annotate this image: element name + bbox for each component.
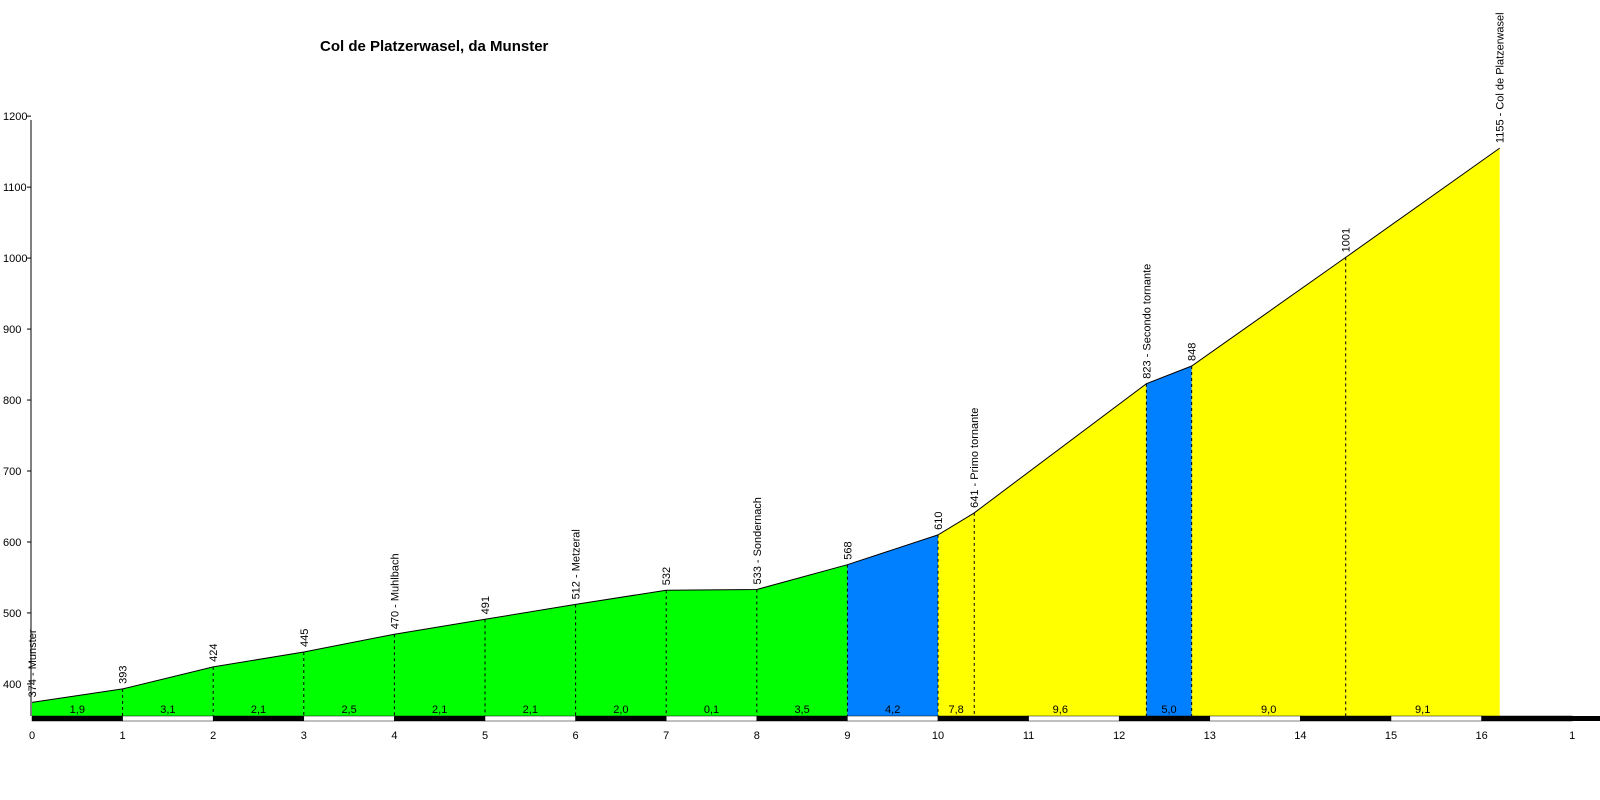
km-bar-6: [575, 715, 667, 722]
segment-fill-14: [1345, 148, 1500, 717]
segment-fill-0: [32, 688, 123, 716]
segment-fill-9: [847, 534, 938, 716]
km-bar-1: [122, 715, 214, 722]
point-label-3: 445: [299, 629, 311, 647]
point-label-2: 424: [208, 644, 220, 662]
point-label-4: 470 - Muhlbach: [389, 553, 401, 629]
point-label-15: 1155 - Col de Platzerwasel: [1495, 12, 1507, 143]
segment-fill-12: [1146, 366, 1192, 716]
point-label-11: 641 - Primo tornante: [969, 408, 981, 508]
km-bar-2: [212, 715, 305, 722]
x-tick-label: 8: [754, 730, 760, 742]
y-tick-label: 400: [3, 679, 21, 691]
grade-label-9: 4,2: [885, 704, 900, 716]
y-tick-label: 1000: [3, 253, 27, 265]
point-label-9: 568: [842, 541, 854, 559]
point-label-8: 533 - Sondernach: [752, 497, 764, 584]
point-label-14: 1001: [1341, 228, 1353, 252]
x-tick-label: 12: [1113, 730, 1125, 742]
km-bar-0: [31, 715, 123, 722]
km-bar-14: [1300, 715, 1392, 722]
km-bar-end: [1572, 716, 1600, 721]
segment-fill-10: [938, 512, 975, 716]
grade-label-1: 3,1: [160, 704, 175, 716]
grade-label-2: 2,1: [251, 704, 266, 716]
point-label-6: 512 - Metzeral: [571, 529, 583, 599]
x-tick-label: 5: [482, 730, 488, 742]
grade-label-13: 9,0: [1261, 704, 1276, 716]
km-bar-5: [484, 715, 576, 722]
x-tick-label: 13: [1204, 730, 1216, 742]
km-bar-11: [1028, 715, 1120, 722]
x-tick-label: 7: [663, 730, 669, 742]
km-bar-3: [303, 715, 395, 722]
y-tick-label: 800: [3, 395, 21, 407]
x-tick-label: 0: [29, 730, 35, 742]
grade-label-8: 3,5: [794, 704, 809, 716]
point-label-13: 848: [1187, 343, 1199, 361]
y-tick-label: 500: [3, 608, 21, 620]
x-tick-label: 16: [1475, 730, 1487, 742]
segment-fill-5: [485, 604, 576, 716]
point-label-1: 393: [118, 666, 130, 684]
km-bar-16: [1481, 715, 1573, 722]
profile-line: [31, 147, 1500, 703]
segment-fill-6: [575, 590, 667, 716]
x-tick-label: 14: [1294, 730, 1306, 742]
segment-fill-2: [213, 652, 304, 716]
x-tick-label: 4: [391, 730, 397, 742]
grade-label-6: 2,0: [613, 704, 628, 716]
point-label-10: 610: [933, 512, 945, 530]
x-tick-label: 2: [210, 730, 216, 742]
x-tick-label: 15: [1385, 730, 1397, 742]
y-tick-label: 1200: [3, 111, 27, 123]
x-tick-label: 6: [573, 730, 579, 742]
segment-fill-7: [666, 589, 757, 716]
point-label-7: 532: [661, 567, 673, 585]
x-tick-label: 9: [844, 730, 850, 742]
segment-fill-3: [303, 634, 395, 716]
point-label-0: 374 - Munster: [27, 629, 39, 697]
x-tick-label: 3: [301, 730, 307, 742]
km-bar-7: [665, 715, 758, 722]
x-tick-label: 10: [932, 730, 944, 742]
grade-label-11: 9,6: [1053, 704, 1068, 716]
km-bar-4: [394, 715, 486, 722]
grade-label-0: 1,9: [70, 704, 85, 716]
grade-label-5: 2,1: [523, 704, 538, 716]
grade-label-14: 9,1: [1415, 704, 1430, 716]
km-bar-9: [847, 715, 939, 722]
km-bar-15: [1390, 715, 1482, 722]
x-tick-label: 1: [120, 730, 126, 742]
y-tick-label: 600: [3, 537, 21, 549]
segment-fill-1: [122, 666, 214, 716]
km-bar-12: [1118, 715, 1211, 722]
point-label-5: 491: [480, 596, 492, 614]
chart-title: Col de Platzerwasel, da Munster: [320, 38, 549, 55]
segment-fill-8: [756, 564, 848, 716]
y-tick-label: 1100: [3, 182, 27, 194]
km-bar-8: [756, 715, 848, 722]
grade-label-3: 2,5: [341, 704, 356, 716]
segment-fill-11: [974, 383, 1147, 716]
x-tick-label: 1: [1569, 730, 1575, 742]
grade-label-10: 7,8: [948, 704, 963, 716]
segment-fill-13: [1191, 257, 1346, 716]
y-tick-label: 900: [3, 324, 21, 336]
km-bar-10: [937, 715, 1029, 722]
grade-label-7: 0,1: [704, 704, 719, 716]
x-tick-label: 11: [1023, 730, 1034, 742]
grade-label-12: 5,0: [1161, 704, 1176, 716]
segment-fill-4: [394, 619, 485, 716]
y-tick-label: 700: [3, 466, 21, 478]
km-bar-13: [1209, 715, 1301, 722]
point-label-12: 823 - Secondo tornante: [1141, 264, 1153, 379]
grade-label-4: 2,1: [432, 704, 447, 716]
